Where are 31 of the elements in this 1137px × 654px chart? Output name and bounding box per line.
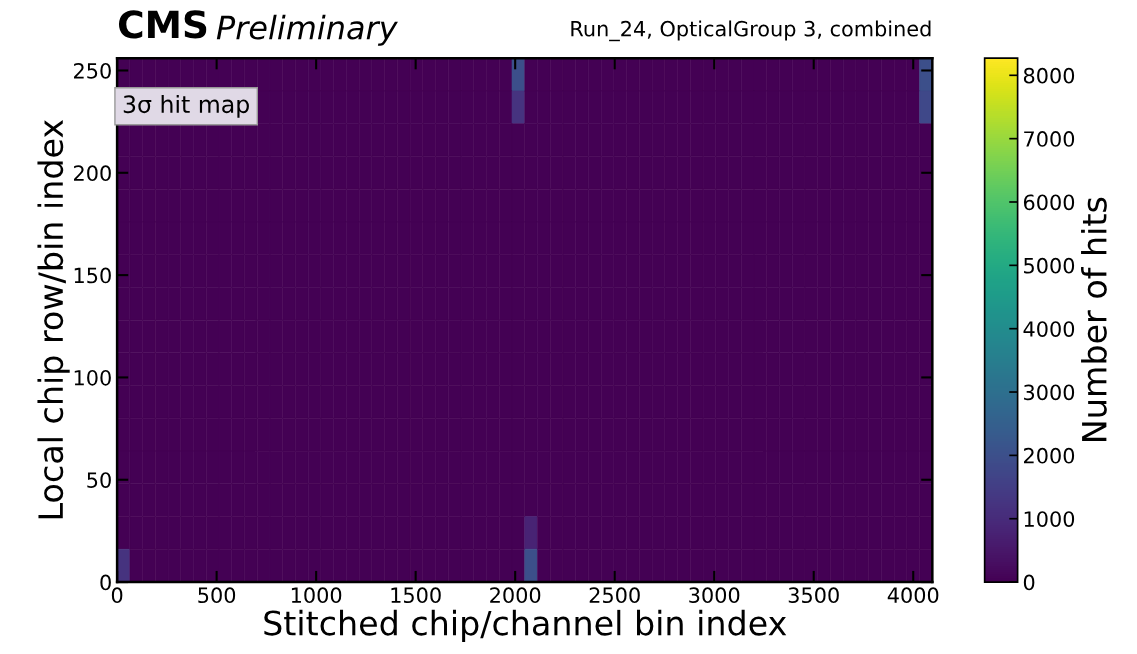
x-tick-label: 4000: [887, 587, 939, 604]
color-bar-label: 5000: [1024, 257, 1075, 274]
annotation: 3σ hit map: [123, 94, 249, 118]
y-tick-label: 250: [74, 62, 111, 79]
color-bar-label: 6000: [1023, 194, 1075, 211]
chart-title: CMS: [118, 10, 207, 39]
color-bar-label: 8000: [1023, 67, 1075, 84]
chart-subtitle: Preliminary: [216, 14, 398, 46]
color-bar-label: 1000: [1024, 511, 1075, 527]
y-tick-label: 0: [100, 574, 111, 591]
y-tick-label: 150: [74, 267, 111, 284]
x-tick-label: 1500: [391, 587, 441, 604]
y-tick-label: 200: [74, 165, 111, 182]
color-bar-label: 2000: [1024, 447, 1075, 464]
x-tick-label: 3000: [689, 587, 740, 604]
color-bar-label: 3000: [1024, 384, 1075, 401]
x-tick-label: 2000: [490, 587, 541, 604]
color-bar-label: 0: [1023, 574, 1035, 591]
x-tick-label: 2500: [589, 587, 640, 604]
color-bar-title: Number of hits: [1081, 197, 1107, 441]
x-axis-title: Stitched chip/channel bin index: [264, 609, 787, 643]
x-tick-label: 0: [111, 587, 123, 604]
x-tick-label: 3500: [788, 587, 839, 604]
y-tick-label: 50: [87, 472, 111, 488]
text: Run_24, OpticalGroup 3, combined: [571, 20, 931, 42]
color-bar-label: 4000: [1023, 321, 1075, 337]
y-tick-label: 100: [74, 369, 111, 386]
x-tick-label: 1000: [291, 587, 342, 604]
y-axis-title: Local chip row/bin index: [37, 119, 70, 519]
x-tick-label: 500: [198, 587, 236, 604]
color-bar-label: 7000: [1024, 131, 1075, 147]
